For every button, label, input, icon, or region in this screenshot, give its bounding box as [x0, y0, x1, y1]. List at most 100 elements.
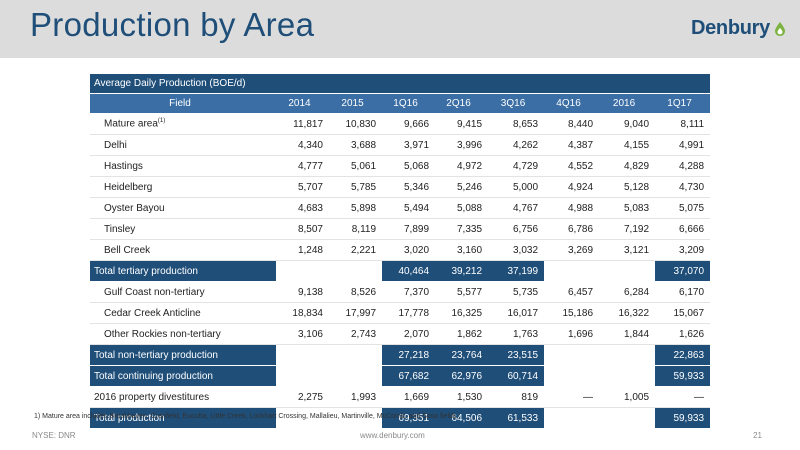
table-cell: 4,387 [544, 134, 600, 156]
table-cell: 3,688 [329, 134, 383, 156]
table-cell: 41,079 [276, 260, 329, 282]
table-cell: 9,040 [599, 113, 656, 135]
table-cell: 40,464 [382, 260, 436, 282]
page-number: 21 [753, 431, 762, 440]
table-cell: 15,067 [655, 302, 711, 324]
table-cell: 5,088 [435, 197, 489, 219]
table-cell: 61,533 [488, 407, 545, 429]
table-cell: 5,068 [382, 155, 436, 177]
table-cell: 38,548 [599, 260, 656, 282]
table-cell: 819 [488, 386, 545, 408]
table-cell: 3,971 [382, 134, 436, 156]
table-cell: 8,440 [544, 113, 600, 135]
table-cell: 5,083 [599, 197, 656, 219]
table-cell: 5,735 [488, 281, 545, 303]
table-cell: 23,515 [488, 344, 545, 366]
table-cell: 4,991 [655, 134, 711, 156]
table-cell: 9,138 [276, 281, 329, 303]
row-label: Gulf Coast non-tertiary [90, 281, 276, 303]
table-cell: 1,626 [655, 323, 711, 345]
table-cell: 31,078 [276, 344, 329, 366]
column-header: Field [90, 93, 276, 114]
table-row: Gulf Coast non-tertiary 9,138 8,526 7,370 5,… [90, 281, 711, 303]
table-cell: 22,863 [655, 344, 711, 366]
table-cell: 7,899 [382, 218, 436, 240]
table-cell: 16,017 [488, 302, 545, 324]
table-cell: 5,898 [329, 197, 383, 219]
table-cell: 37,346 [544, 260, 600, 282]
table-cell: 41,602 [329, 260, 383, 282]
row-label-text: Total continuing production [94, 370, 213, 382]
column-header: 2014 [276, 93, 329, 114]
table-cell: 23,339 [544, 344, 600, 366]
column-header: 2Q16 [435, 93, 489, 114]
table-cell: 74,432 [276, 407, 329, 429]
table-cell: 62,998 [599, 365, 656, 387]
table-total-row: Total continuing production 72,157 70,868 6… [90, 365, 711, 387]
row-label: Mature area(1) [90, 113, 276, 135]
table-cell: 5,246 [435, 176, 489, 198]
table-cell: 3,020 [382, 239, 436, 261]
row-label-text: Other Rockies non-tertiary [104, 328, 221, 340]
table-cell: 7,370 [382, 281, 436, 303]
table-cell: 67,682 [382, 365, 436, 387]
table-cell: 2,275 [276, 386, 329, 408]
table-cell: 5,061 [329, 155, 383, 177]
table-cell: 1,248 [276, 239, 329, 261]
row-label: Total tertiary production [90, 260, 276, 282]
column-header: 1Q16 [382, 93, 436, 114]
table-cell: 3,269 [544, 239, 600, 261]
row-label: Cedar Creek Anticline [90, 302, 276, 324]
row-label-text: Mature area [104, 118, 158, 130]
row-label: Delhi [90, 134, 276, 156]
table-cell: 39,212 [435, 260, 489, 282]
row-label-text: Oyster Bayou [104, 202, 165, 214]
slide-footer: NYSE: DNR www.denbury.com 21 [0, 431, 800, 450]
table-cell: 37,070 [655, 260, 711, 282]
table-cell: 23,764 [435, 344, 489, 366]
row-label: Hastings [90, 155, 276, 177]
row-label: 2016 property divestitures [90, 386, 276, 408]
table-cell: 6,170 [655, 281, 711, 303]
table-cell: 64,506 [435, 407, 489, 429]
column-header: 3Q16 [488, 93, 545, 114]
table-cell: 4,730 [655, 176, 711, 198]
table-cell: 60,685 [544, 365, 600, 387]
row-label: Other Rockies non-tertiary [90, 323, 276, 345]
table-row: Other Rockies non-tertiary 3,106 2,743 2,07… [90, 323, 711, 345]
table-cell: 69,351 [382, 407, 436, 429]
table-cell: 6,284 [599, 281, 656, 303]
table-cell: 10,830 [329, 113, 383, 135]
column-header: 1Q17 [655, 93, 711, 114]
table-cell: 24,450 [599, 344, 656, 366]
table-cell: 5,785 [329, 176, 383, 198]
slide-header: Production by Area Denbury [0, 0, 800, 58]
table-cell: 4,729 [488, 155, 545, 177]
table-cell: 8,507 [276, 218, 329, 240]
table-cell: 8,653 [488, 113, 545, 135]
table-cell: 15,186 [544, 302, 600, 324]
table-row: Delhi 4,340 3,688 3,971 3,996 4,262 4,387 4,155… [90, 134, 711, 156]
row-label: Total non-tertiary production [90, 344, 276, 366]
table-cell: 1,669 [382, 386, 436, 408]
table-cell: 4,262 [488, 134, 545, 156]
table-cell: 62,976 [435, 365, 489, 387]
table-cell: — [544, 386, 600, 408]
table-cell: 4,288 [655, 155, 711, 177]
table-cell: 3,996 [435, 134, 489, 156]
table-cell: 4,683 [276, 197, 329, 219]
table-cell: 59,933 [655, 365, 711, 387]
footnote-marker: (1) [157, 118, 166, 125]
table-row: Oyster Bayou 4,683 5,898 5,494 5,088 4,767 4,9… [90, 197, 711, 219]
table-cell: 6,457 [544, 281, 600, 303]
row-label-text: Cedar Creek Anticline [104, 307, 201, 319]
row-label: Total production [90, 407, 276, 429]
table-cell: 17,778 [382, 302, 436, 324]
table-cell: 64,003 [599, 407, 656, 429]
table-cell: 27,218 [382, 344, 436, 366]
website-url: www.denbury.com [360, 431, 425, 440]
row-label: Tinsley [90, 218, 276, 240]
page-title: Production by Area [30, 6, 315, 43]
table-cell: 4,829 [599, 155, 656, 177]
table-cell: 70,868 [329, 365, 383, 387]
